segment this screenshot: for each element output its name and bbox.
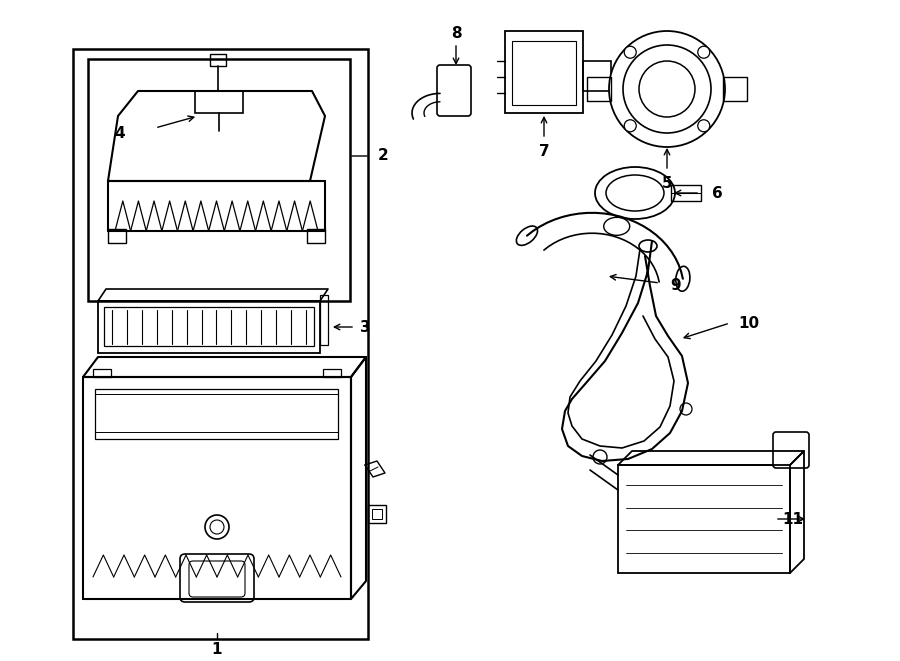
Bar <box>587 77 611 101</box>
Bar <box>73 49 368 639</box>
Bar <box>583 61 611 91</box>
Text: 8: 8 <box>451 26 462 40</box>
FancyBboxPatch shape <box>189 561 245 597</box>
Bar <box>88 59 350 301</box>
Bar <box>320 295 328 345</box>
Circle shape <box>698 120 710 132</box>
Circle shape <box>205 515 229 539</box>
Circle shape <box>625 120 636 132</box>
Bar <box>671 185 701 201</box>
Bar <box>307 229 325 243</box>
Ellipse shape <box>595 167 675 219</box>
Text: 7: 7 <box>539 143 549 159</box>
FancyBboxPatch shape <box>180 554 254 602</box>
Circle shape <box>680 403 692 415</box>
Text: 2: 2 <box>378 149 389 163</box>
Bar <box>512 41 576 105</box>
Bar <box>210 54 226 66</box>
Circle shape <box>623 45 711 133</box>
Ellipse shape <box>639 240 657 252</box>
Circle shape <box>625 46 636 58</box>
Text: 3: 3 <box>360 319 371 334</box>
Circle shape <box>639 61 695 117</box>
Text: 11: 11 <box>782 512 803 527</box>
Bar <box>723 77 747 101</box>
Bar <box>323 369 341 377</box>
Ellipse shape <box>604 217 630 235</box>
Ellipse shape <box>517 226 537 245</box>
Bar <box>618 465 790 573</box>
Text: 6: 6 <box>712 186 723 200</box>
Text: 4: 4 <box>114 126 125 141</box>
Bar <box>98 301 320 353</box>
Bar <box>95 394 338 432</box>
Bar <box>368 505 386 523</box>
Bar <box>108 229 126 243</box>
Circle shape <box>609 31 725 147</box>
Bar <box>372 509 382 519</box>
Bar <box>505 31 583 113</box>
Circle shape <box>210 520 224 534</box>
Bar <box>95 389 338 439</box>
Text: 5: 5 <box>662 176 672 190</box>
Bar <box>195 91 243 113</box>
Text: 10: 10 <box>738 315 759 330</box>
FancyBboxPatch shape <box>437 65 471 116</box>
Ellipse shape <box>676 266 690 292</box>
Bar <box>93 369 111 377</box>
Bar <box>104 307 314 346</box>
Text: 9: 9 <box>670 278 680 293</box>
Ellipse shape <box>606 175 664 211</box>
FancyBboxPatch shape <box>773 432 809 468</box>
Text: 1: 1 <box>212 641 222 656</box>
Circle shape <box>593 450 607 464</box>
Circle shape <box>698 46 710 58</box>
